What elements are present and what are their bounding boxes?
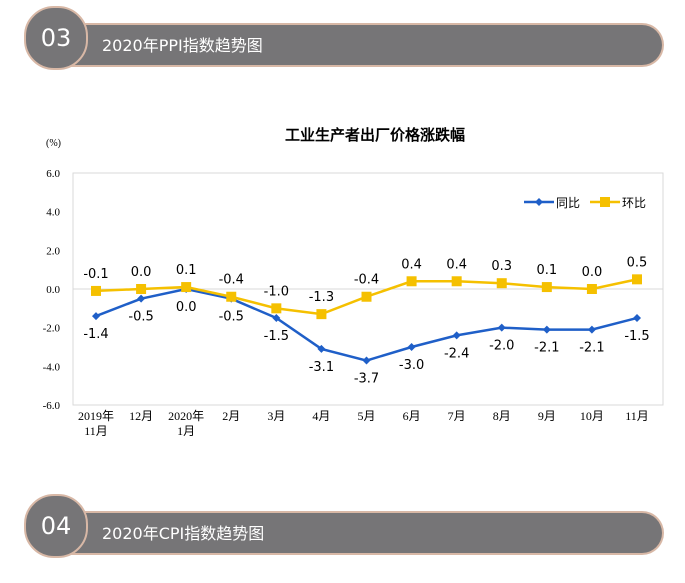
- data-label: -0.4: [354, 273, 379, 288]
- data-label: -0.5: [219, 310, 244, 325]
- data-point: [272, 314, 281, 322]
- data-point: [362, 356, 371, 365]
- data-point: [452, 331, 461, 340]
- chart-title: 工业生产者出厂价格涨跌幅: [285, 126, 465, 144]
- data-label: 0.4: [401, 257, 422, 272]
- x-tick-label: 2019年: [78, 409, 114, 423]
- data-point: [361, 291, 372, 302]
- data-label: 0.0: [582, 265, 603, 280]
- data-point: [317, 344, 326, 353]
- data-point: [136, 284, 147, 294]
- data-label: -2.1: [579, 341, 604, 356]
- data-point: [497, 323, 506, 332]
- data-label: -3.7: [354, 372, 379, 387]
- data-label: -1.4: [83, 327, 108, 342]
- data-label: -2.1: [534, 341, 559, 356]
- x-tick-label: 2020年: [168, 409, 204, 423]
- x-tick-label: 1月: [177, 424, 195, 438]
- data-label: -2.0: [489, 339, 514, 354]
- data-label: 0.1: [536, 263, 557, 278]
- y-tick-label: -6.0: [43, 400, 61, 412]
- x-tick-label: 11月: [625, 409, 649, 423]
- data-point: [91, 285, 101, 296]
- data-point: [586, 284, 597, 294]
- legend-marker: [535, 198, 543, 206]
- ppi-chart: 工业生产者出厂价格涨跌幅 (%) 6.0 4.0 2.0 0.0 -2.0 -4.0 -6.0 2…: [43, 126, 664, 438]
- data-point: [633, 314, 641, 322]
- section-header-04: 04 2020年CPI指数趋势图: [24, 494, 664, 558]
- x-tick-label: 9月: [538, 409, 556, 423]
- section-header-03: 03 2020年PPI指数趋势图: [24, 6, 664, 70]
- data-label: -3.1: [309, 360, 334, 375]
- y-axis-label: (%): [46, 138, 61, 149]
- x-tick-label: 5月: [357, 409, 375, 423]
- y-tick-label: 4.0: [46, 207, 60, 219]
- x-tick-label: 4月: [312, 409, 330, 423]
- data-label: -1.5: [624, 329, 649, 344]
- data-label: 0.1: [176, 263, 197, 278]
- data-point: [496, 278, 507, 289]
- x-tick-label: 6月: [403, 409, 421, 423]
- y-tick-label: -2.0: [43, 323, 61, 335]
- section-title: 2020年CPI指数趋势图: [102, 524, 265, 543]
- data-label: -1.3: [309, 290, 334, 305]
- data-label: -1.5: [264, 329, 289, 344]
- y-tick-label: 0.0: [46, 284, 60, 296]
- data-label: -3.0: [399, 358, 424, 373]
- y-tick-label: 2.0: [46, 245, 60, 257]
- legend-label: 同比: [556, 196, 580, 210]
- data-point: [407, 343, 416, 351]
- section-bar: [68, 511, 664, 555]
- x-tick-label: 7月: [448, 409, 466, 423]
- legend-label: 环比: [622, 196, 646, 210]
- section-number: 03: [24, 6, 88, 70]
- data-point: [406, 276, 417, 287]
- data-point: [92, 312, 100, 321]
- data-label: 0.0: [131, 265, 152, 280]
- data-point: [541, 282, 552, 293]
- y-tick-label: -4.0: [43, 361, 61, 373]
- section-title: 2020年PPI指数趋势图: [102, 36, 263, 55]
- data-label: 0.4: [446, 257, 467, 272]
- data-label: -0.1: [83, 267, 108, 282]
- y-tick-label: 6.0: [46, 168, 60, 180]
- data-point: [587, 325, 596, 334]
- data-label: -0.4: [219, 273, 244, 288]
- data-point: [451, 276, 462, 287]
- data-point: [271, 303, 282, 314]
- data-point: [316, 309, 327, 320]
- section-number: 04: [24, 494, 88, 558]
- x-tick-label: 11月: [84, 424, 108, 438]
- x-tick-label: 12月: [129, 409, 153, 423]
- x-tick-label: 10月: [580, 409, 604, 423]
- data-label: 0.0: [176, 300, 197, 315]
- data-label: 0.5: [627, 255, 648, 270]
- data-point: [181, 282, 192, 293]
- data-point: [542, 325, 551, 334]
- data-point: [632, 274, 642, 285]
- data-label: 0.3: [491, 259, 512, 274]
- data-label: -1.0: [264, 284, 289, 299]
- data-point: [226, 291, 237, 302]
- data-point: [137, 294, 146, 303]
- data-label: -0.5: [128, 310, 153, 325]
- data-label: -2.4: [444, 346, 469, 361]
- section-bar: [68, 23, 664, 67]
- x-tick-label: 3月: [267, 409, 285, 423]
- x-tick-label: 8月: [493, 409, 511, 423]
- legend-marker: [600, 197, 610, 207]
- x-tick-label: 2月: [222, 409, 240, 423]
